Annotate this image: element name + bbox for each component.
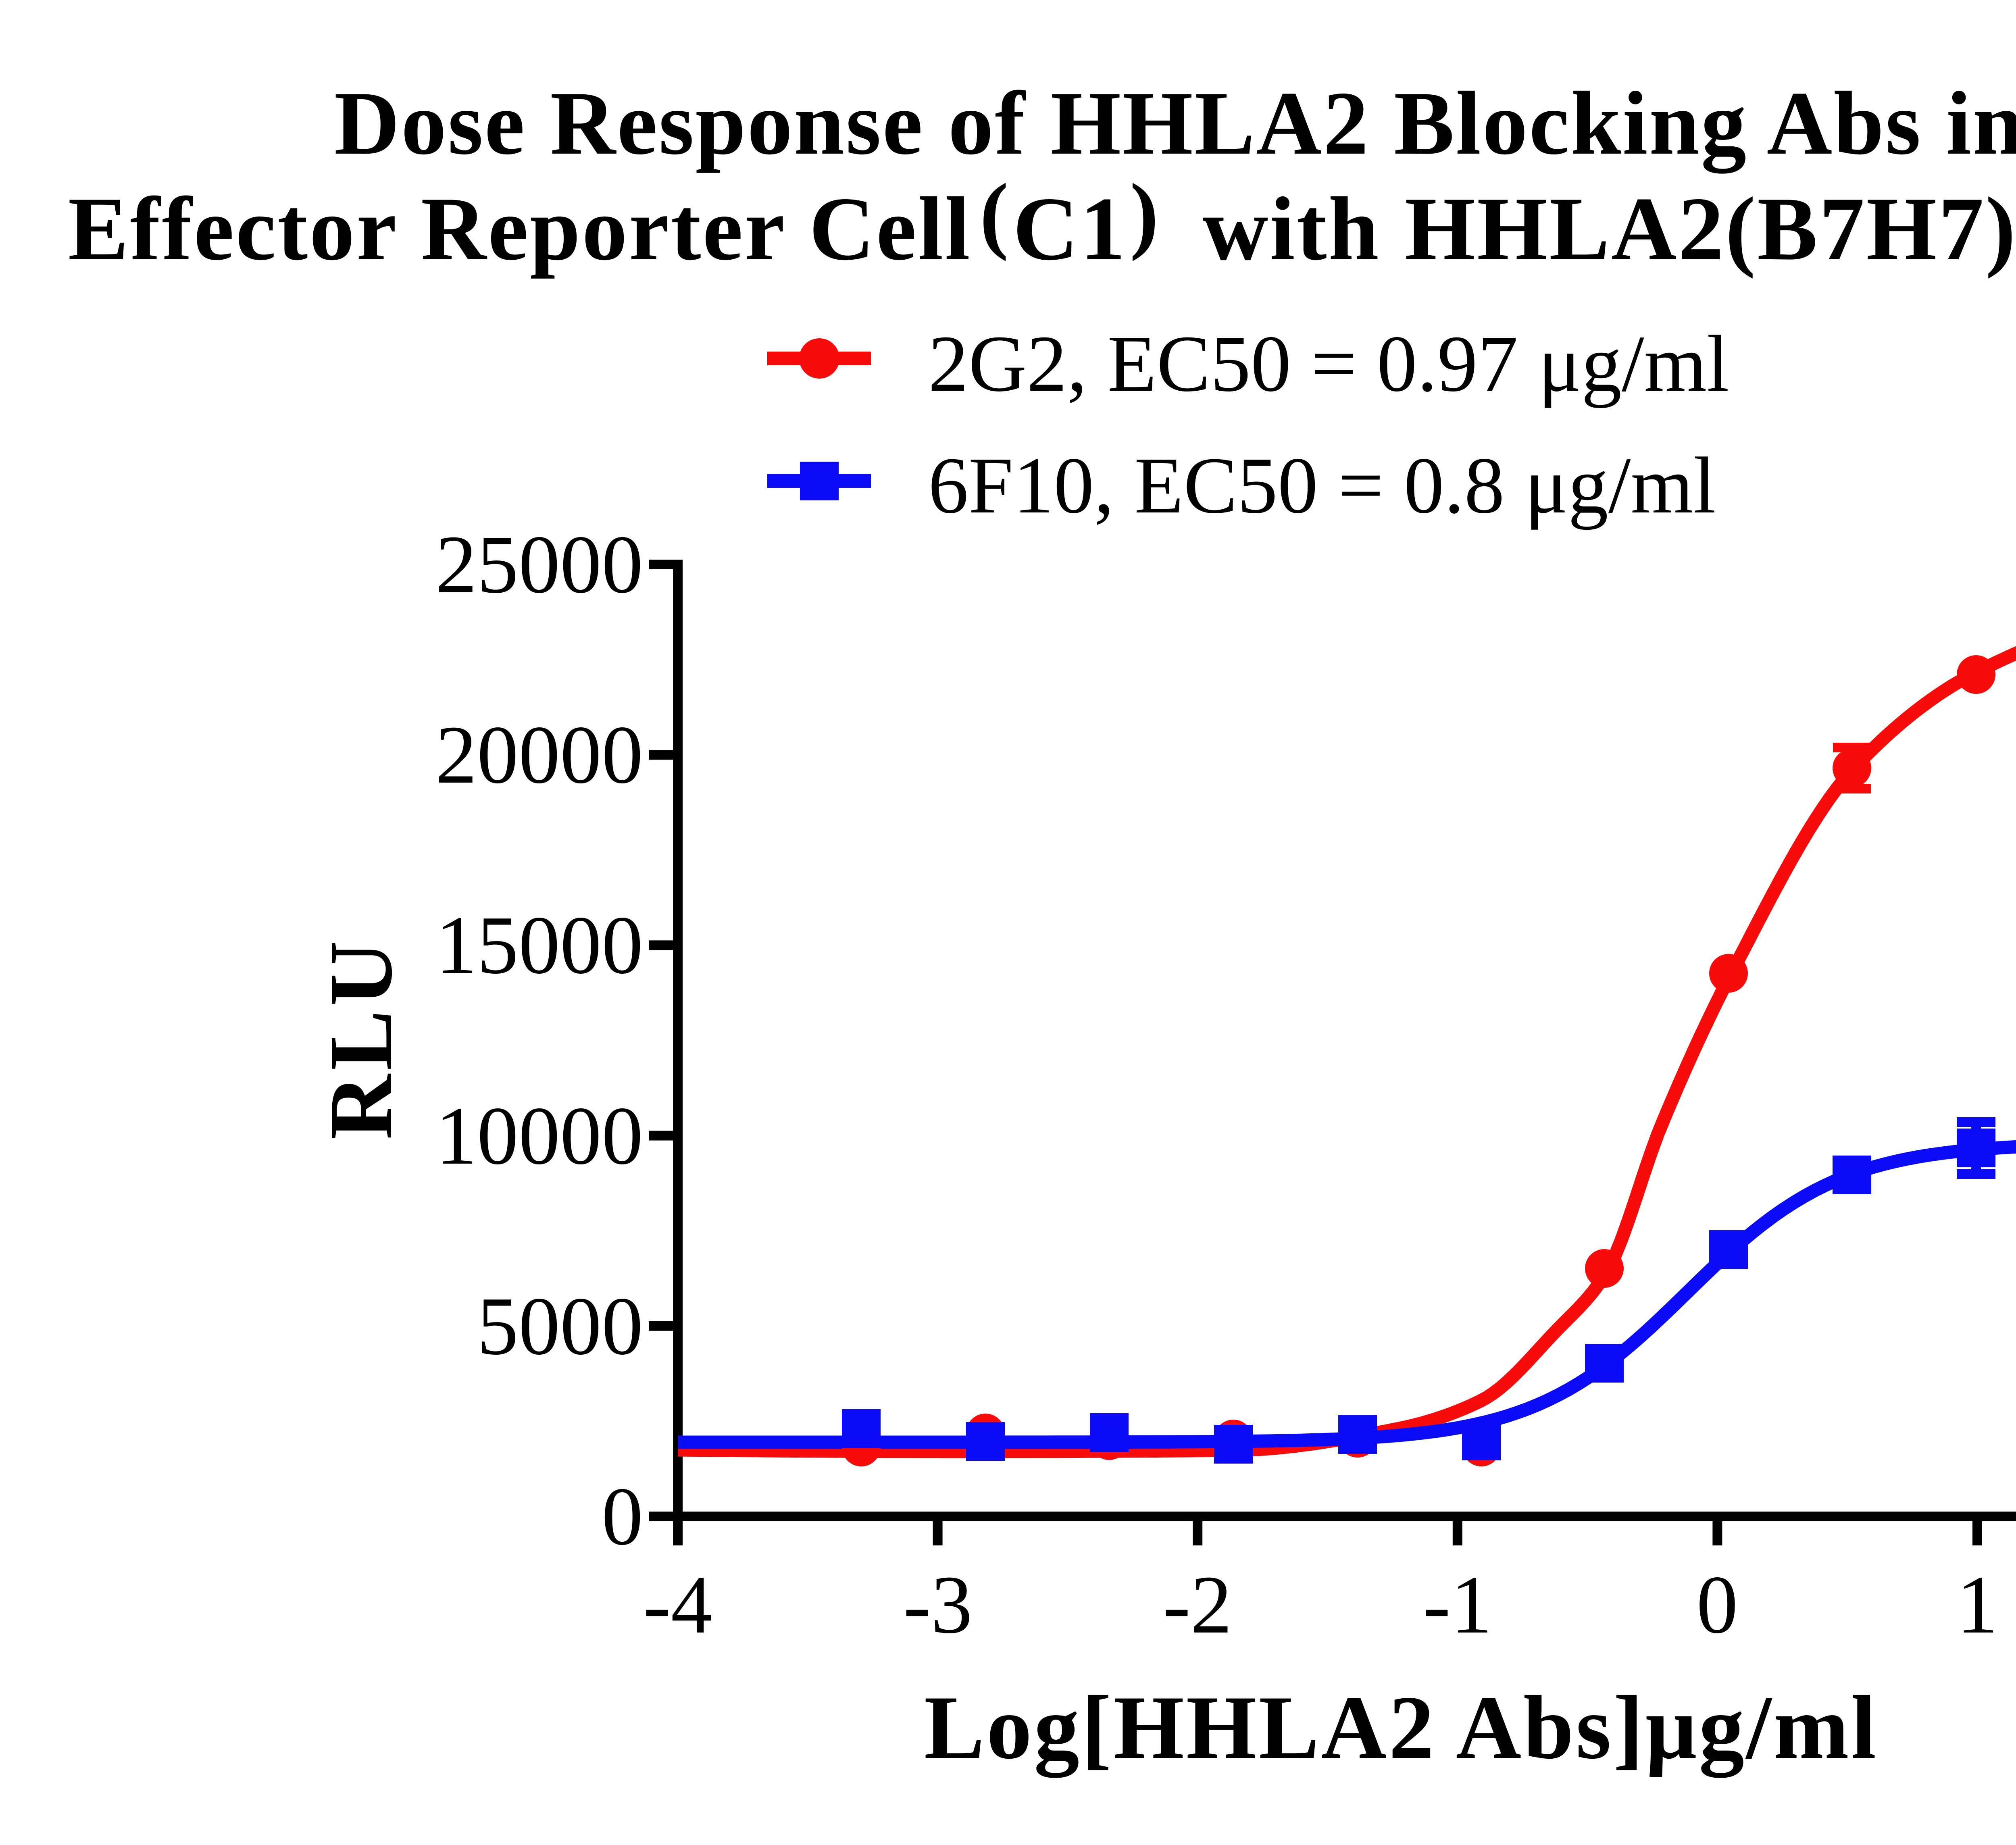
svg-text:0: 0 <box>602 1470 643 1562</box>
svg-text:6F10, EC50 = 0.8 μg/ml: 6F10, EC50 = 0.8 μg/ml <box>928 441 1716 530</box>
svg-text:20000: 20000 <box>435 708 643 801</box>
svg-text:Log[HHLA2 Abs]μg/ml: Log[HHLA2 Abs]μg/ml <box>924 1677 1879 1778</box>
svg-text:-3: -3 <box>903 1558 973 1651</box>
svg-text:-1: -1 <box>1423 1558 1492 1651</box>
svg-text:25000: 25000 <box>435 518 643 610</box>
svg-text:RLU: RLU <box>311 937 411 1140</box>
svg-text:1: 1 <box>1957 1558 1998 1651</box>
svg-text:0: 0 <box>1697 1558 1738 1651</box>
svg-text:-4: -4 <box>643 1558 712 1651</box>
svg-text:Dose Response of HHLA2 Blockin: Dose Response of HHLA2 Blocking Abs in K… <box>334 73 2016 174</box>
svg-text:10000: 10000 <box>435 1089 643 1182</box>
svg-text:15000: 15000 <box>435 899 643 991</box>
svg-text:2G2, EC50 = 0.97 μg/ml: 2G2, EC50 = 0.97 μg/ml <box>928 319 1729 408</box>
svg-text:Effector Reporter Cell(C1) wit: Effector Reporter Cell(C1) with HHLA2(B7… <box>68 166 2016 279</box>
svg-text:-2: -2 <box>1163 1558 1232 1651</box>
svg-text:5000: 5000 <box>477 1280 643 1372</box>
